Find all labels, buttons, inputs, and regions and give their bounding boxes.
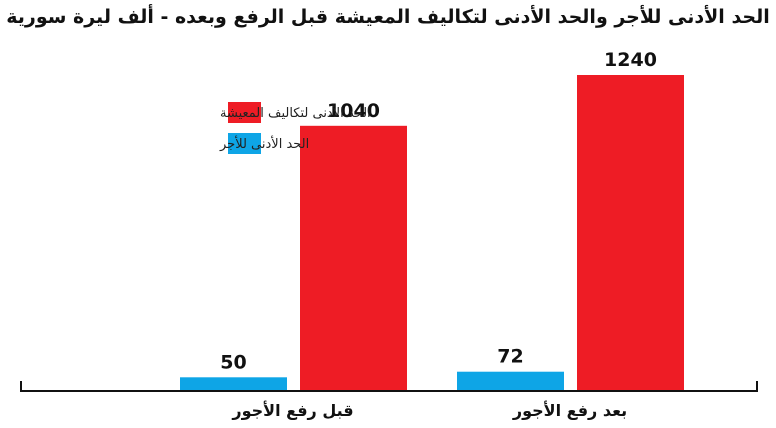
- legend: الحد الأدنى لتكاليف المعيشة الحد الأدنى ل…: [219, 102, 371, 154]
- chart-title: الحد الأدنى للأجر والحد الأدنى لتكاليف ا…: [6, 6, 770, 28]
- legend-swatch-0: [228, 102, 261, 123]
- value-label-cost-1: 1240: [604, 49, 657, 71]
- legend-label-1: الحد الأدنى للأجر: [219, 135, 309, 152]
- value-labels-group: 50 1040 72 1240: [220, 49, 657, 373]
- value-label-wage-1: 72: [497, 346, 523, 368]
- bar-cost-0: [300, 125, 407, 390]
- x-axis-line: [20, 381, 758, 392]
- legend-label-0: الحد الأدنى لتكاليف المعيشة: [220, 104, 371, 121]
- category-label-1: بعد رفع الأجور: [512, 401, 627, 420]
- value-label-wage-0: 50: [220, 351, 246, 373]
- bar-cost-1: [577, 75, 684, 390]
- x-axis: قبل رفع الأجور بعد رفع الأجور: [20, 381, 758, 420]
- bar-wage-0: [180, 377, 287, 390]
- category-label-0: قبل رفع الأجور: [231, 401, 353, 420]
- legend-swatch-1: [228, 133, 261, 154]
- value-label-cost-0: 1040: [327, 100, 380, 122]
- bar-wage-1: [457, 371, 564, 390]
- bars-group: [180, 75, 684, 390]
